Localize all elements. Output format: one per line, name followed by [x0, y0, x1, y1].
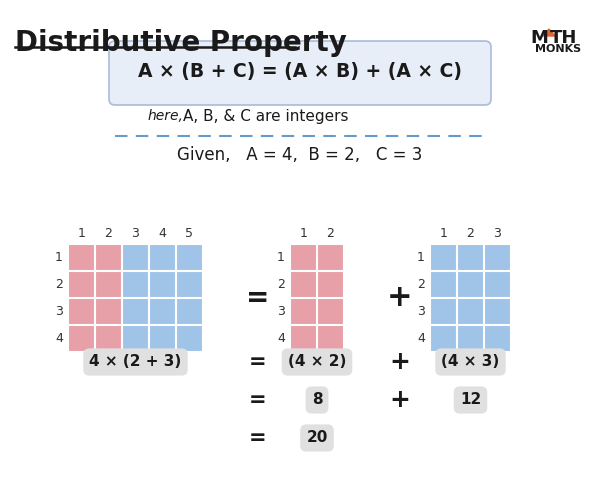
FancyBboxPatch shape	[150, 299, 175, 324]
Text: 4: 4	[417, 332, 425, 345]
Text: 8: 8	[311, 393, 322, 408]
FancyBboxPatch shape	[291, 272, 316, 297]
Text: =: =	[249, 390, 267, 410]
FancyBboxPatch shape	[318, 326, 343, 351]
FancyBboxPatch shape	[485, 326, 510, 351]
FancyBboxPatch shape	[69, 326, 94, 351]
FancyBboxPatch shape	[291, 299, 316, 324]
Text: 4: 4	[55, 332, 63, 345]
FancyBboxPatch shape	[69, 245, 94, 270]
Polygon shape	[542, 29, 555, 36]
FancyBboxPatch shape	[458, 272, 483, 297]
FancyBboxPatch shape	[123, 326, 148, 351]
Text: 4 × (2 + 3): 4 × (2 + 3)	[89, 354, 182, 369]
Text: +: +	[389, 350, 410, 374]
FancyBboxPatch shape	[458, 245, 483, 270]
FancyBboxPatch shape	[458, 299, 483, 324]
Text: 2: 2	[277, 278, 285, 291]
Text: =: =	[247, 284, 269, 312]
Text: 2: 2	[467, 227, 475, 240]
Text: 1: 1	[277, 251, 285, 264]
Text: 3: 3	[494, 227, 502, 240]
FancyBboxPatch shape	[431, 245, 456, 270]
FancyBboxPatch shape	[96, 245, 121, 270]
Text: (4 × 2): (4 × 2)	[288, 354, 346, 369]
FancyBboxPatch shape	[431, 326, 456, 351]
Text: 3: 3	[417, 305, 425, 318]
FancyBboxPatch shape	[177, 299, 202, 324]
FancyBboxPatch shape	[177, 272, 202, 297]
FancyBboxPatch shape	[150, 245, 175, 270]
Text: here,: here,	[148, 109, 184, 123]
Text: 3: 3	[131, 227, 139, 240]
Text: +: +	[389, 388, 410, 412]
Text: 2: 2	[104, 227, 112, 240]
Text: 1: 1	[440, 227, 448, 240]
Text: (4 × 3): (4 × 3)	[442, 354, 500, 369]
FancyBboxPatch shape	[123, 272, 148, 297]
Text: 3: 3	[277, 305, 285, 318]
FancyBboxPatch shape	[177, 245, 202, 270]
FancyBboxPatch shape	[318, 245, 343, 270]
FancyBboxPatch shape	[458, 326, 483, 351]
Text: 2: 2	[417, 278, 425, 291]
FancyBboxPatch shape	[431, 272, 456, 297]
FancyBboxPatch shape	[150, 272, 175, 297]
Text: A × (B + C) = (A × B) + (A × C): A × (B + C) = (A × B) + (A × C)	[138, 61, 462, 80]
Text: =: =	[249, 352, 267, 372]
FancyBboxPatch shape	[177, 326, 202, 351]
Text: 1: 1	[417, 251, 425, 264]
Text: 12: 12	[460, 393, 481, 408]
FancyBboxPatch shape	[318, 299, 343, 324]
FancyBboxPatch shape	[485, 272, 510, 297]
FancyBboxPatch shape	[431, 299, 456, 324]
Text: 4: 4	[158, 227, 166, 240]
Text: TH: TH	[550, 29, 577, 47]
Text: =: =	[249, 428, 267, 448]
Text: 4: 4	[277, 332, 285, 345]
Text: MONKS: MONKS	[535, 44, 581, 54]
Text: 2: 2	[55, 278, 63, 291]
FancyBboxPatch shape	[96, 326, 121, 351]
Text: Given,   A = 4,  B = 2,   C = 3: Given, A = 4, B = 2, C = 3	[178, 146, 422, 164]
FancyBboxPatch shape	[318, 272, 343, 297]
FancyBboxPatch shape	[150, 326, 175, 351]
Text: 1: 1	[77, 227, 85, 240]
Text: Distributive Property: Distributive Property	[15, 29, 347, 57]
FancyBboxPatch shape	[69, 299, 94, 324]
Text: A, B, & C are integers: A, B, & C are integers	[183, 109, 349, 124]
FancyBboxPatch shape	[123, 245, 148, 270]
FancyBboxPatch shape	[69, 272, 94, 297]
Text: 5: 5	[185, 227, 193, 240]
FancyBboxPatch shape	[291, 326, 316, 351]
FancyBboxPatch shape	[96, 299, 121, 324]
Text: 1: 1	[55, 251, 63, 264]
Text: 1: 1	[299, 227, 307, 240]
Text: 3: 3	[55, 305, 63, 318]
FancyBboxPatch shape	[109, 41, 491, 105]
Text: 20: 20	[307, 430, 328, 445]
FancyBboxPatch shape	[96, 272, 121, 297]
Text: +: +	[387, 284, 413, 313]
Text: 2: 2	[326, 227, 334, 240]
FancyBboxPatch shape	[485, 245, 510, 270]
Text: M: M	[530, 29, 548, 47]
FancyBboxPatch shape	[123, 299, 148, 324]
FancyBboxPatch shape	[291, 245, 316, 270]
FancyBboxPatch shape	[485, 299, 510, 324]
